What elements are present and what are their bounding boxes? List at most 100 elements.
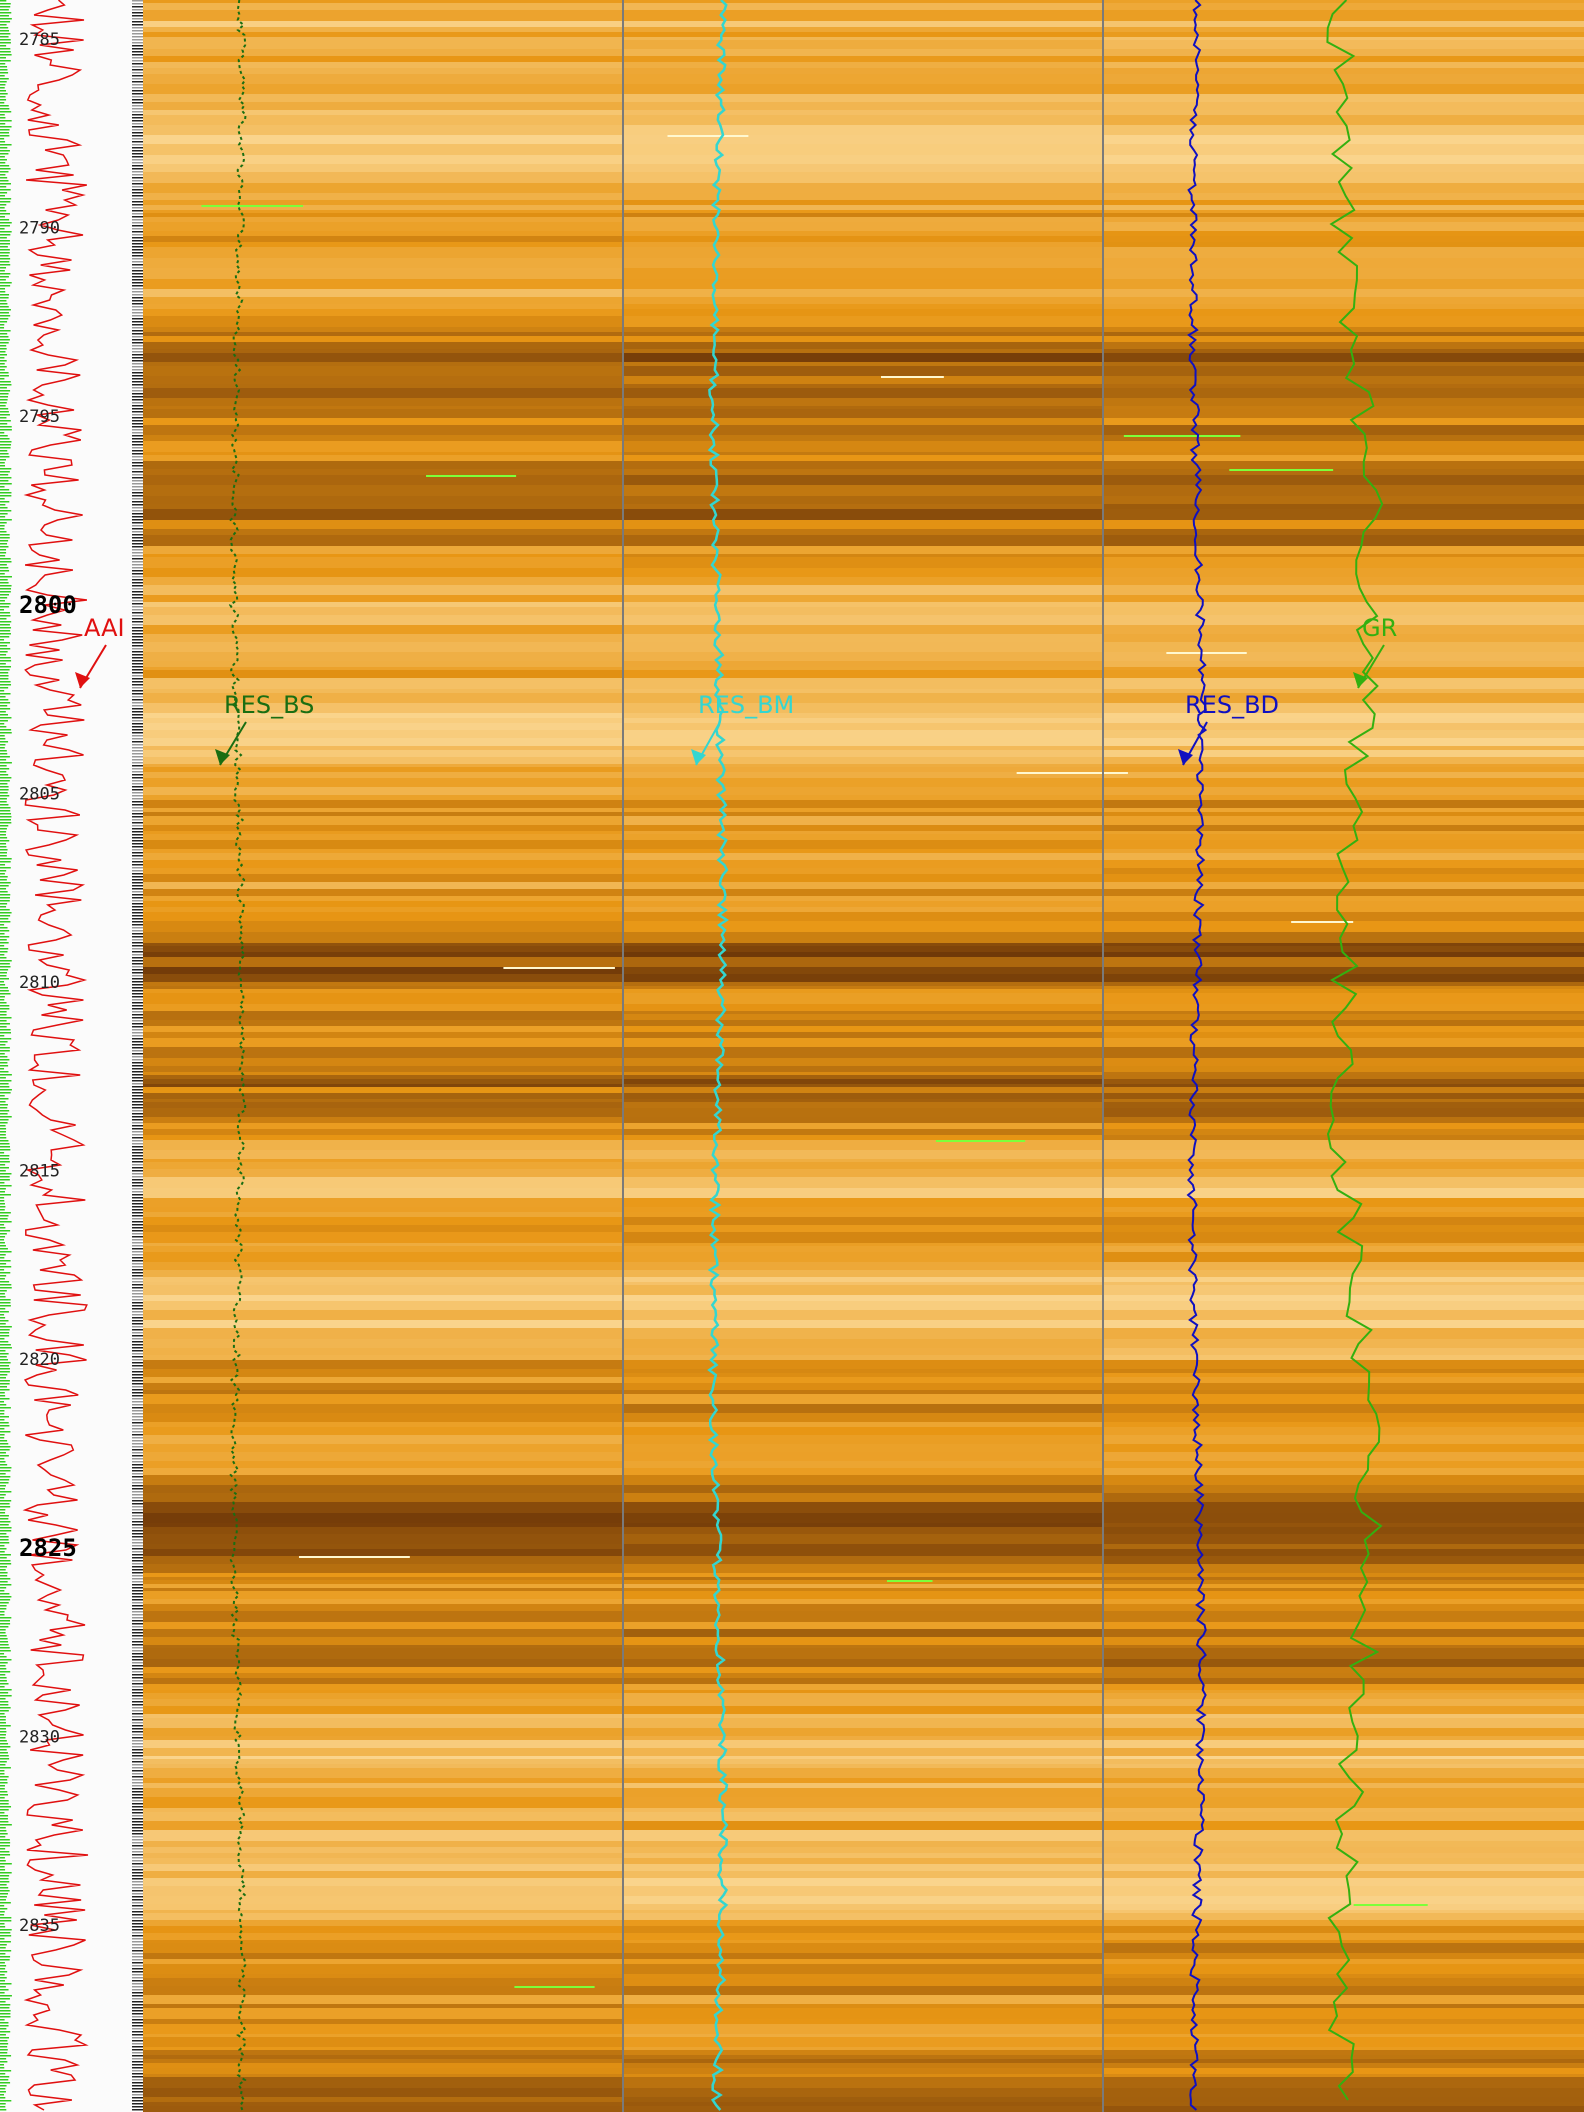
stripe	[132, 882, 143, 884]
image-band	[143, 2068, 622, 2074]
stripe	[132, 735, 143, 737]
stripe	[0, 153, 9, 155]
stripe	[132, 1572, 143, 1574]
stripe	[0, 276, 9, 278]
image-band	[1103, 1099, 1584, 1102]
stripe	[0, 2013, 11, 2015]
image-band	[143, 10, 622, 21]
stripe	[132, 2046, 143, 2048]
stripe	[0, 2061, 8, 2063]
image-band	[624, 1129, 1102, 1135]
image-band	[624, 912, 1102, 921]
stripe	[0, 1935, 12, 1937]
stripe	[0, 27, 9, 29]
image-band	[1103, 1339, 1584, 1348]
stripe	[132, 1227, 143, 1229]
stripe	[132, 570, 143, 572]
image-band	[1103, 309, 1584, 316]
stripe	[0, 1083, 9, 1085]
stripe	[132, 1311, 143, 1313]
stripe	[132, 1497, 143, 1499]
stripe	[132, 1413, 143, 1415]
stripe	[0, 1410, 5, 1412]
stripe	[0, 2040, 8, 2042]
stripe	[132, 540, 143, 542]
image-band	[143, 164, 622, 172]
stripe	[132, 762, 143, 764]
stripe	[0, 780, 10, 782]
stripe	[0, 645, 8, 647]
stripe	[0, 1899, 6, 1901]
stripe	[132, 1017, 143, 1019]
stripe	[0, 1701, 9, 1703]
image-band	[143, 1360, 622, 1369]
image-band	[1103, 667, 1584, 670]
stripe	[0, 1602, 9, 1604]
stripe	[0, 219, 10, 221]
image-band	[1103, 595, 1584, 602]
stripe	[0, 168, 11, 170]
image-band	[1103, 772, 1584, 778]
stripe	[132, 1920, 143, 1922]
stripe	[0, 714, 9, 716]
image-band	[624, 40, 1102, 49]
stripe	[132, 381, 143, 383]
image-band	[1103, 376, 1584, 384]
image-band	[1103, 1348, 1584, 1355]
image-band	[143, 1225, 622, 1232]
stripe	[0, 927, 8, 929]
image-band	[1103, 236, 1584, 242]
stripe	[0, 1347, 12, 1349]
stripe	[132, 876, 143, 878]
image-band	[624, 1959, 1102, 1964]
stripe	[132, 771, 143, 773]
stripe	[132, 114, 143, 116]
stripe	[132, 1761, 143, 1763]
stripe	[0, 1557, 7, 1559]
image-band	[143, 1783, 622, 1788]
stripe	[132, 996, 143, 998]
stripe	[0, 807, 11, 809]
image-band	[624, 1523, 1102, 1527]
stripe	[132, 354, 143, 356]
stripe	[132, 453, 143, 455]
stripe	[132, 144, 143, 146]
stripe	[132, 474, 143, 476]
stripe	[132, 2025, 143, 2027]
image-band	[143, 1699, 622, 1706]
stripe	[0, 1758, 10, 1760]
stripe	[132, 1581, 143, 1583]
image-band	[624, 1277, 1102, 1282]
stripe	[132, 1974, 143, 1976]
stripe	[132, 816, 143, 818]
stripe	[0, 1008, 10, 1010]
stripe	[0, 1353, 9, 1355]
stripe	[132, 1209, 143, 1211]
stripe	[0, 102, 5, 104]
image-band	[143, 1959, 622, 1964]
stripe	[0, 1323, 6, 1325]
image-band	[143, 398, 622, 406]
image-band	[624, 1383, 1102, 1390]
image-band	[143, 1756, 622, 1759]
stripe	[132, 1107, 143, 1109]
image-band	[143, 1693, 622, 1699]
image-band	[143, 2050, 622, 2055]
stripe	[0, 870, 7, 872]
stripe	[132, 1647, 143, 1649]
image-band	[1103, 435, 1584, 441]
stripe	[0, 723, 5, 725]
image-band	[624, 1788, 1102, 1797]
image-band	[624, 388, 1102, 398]
stripe	[132, 2013, 143, 2015]
image-band	[1103, 1768, 1584, 1778]
image-band	[1103, 1841, 1584, 1847]
stripe	[0, 1872, 12, 1874]
stripe	[0, 1188, 6, 1190]
image-band	[1103, 1778, 1584, 1783]
stripe	[0, 180, 9, 182]
image-band	[624, 1369, 1102, 1373]
image-band	[143, 1461, 622, 1468]
stripe	[132, 1719, 143, 1721]
stripe	[132, 1452, 143, 1454]
